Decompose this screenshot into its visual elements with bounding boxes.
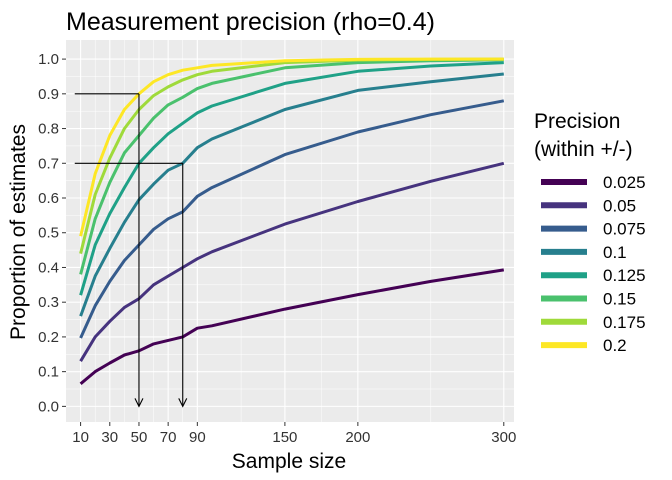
y-tick-label: 0.5 [38, 225, 59, 242]
reference-annotations [74, 93, 188, 408]
x-tick-label: 300 [491, 429, 516, 446]
y-tick-label: 0.6 [38, 190, 59, 207]
legend-label-0.2: 0.2 [603, 336, 627, 355]
legend-label-0.1: 0.1 [603, 243, 627, 262]
x-tick-label: 50 [131, 429, 148, 446]
series-line-0.05 [79, 161, 505, 362]
legend-label-0.075: 0.075 [603, 220, 646, 239]
legend-label-0.125: 0.125 [603, 266, 646, 285]
series-line-0.125 [79, 61, 504, 296]
x-tick-label: 200 [345, 429, 370, 446]
y-axis: 0.0 0.1 0.2 0.3 0.4 0.5 0.6 0.7 0.8 0.9 1.0 [38, 51, 66, 415]
series-line-0.025 [79, 268, 505, 385]
y-tick-label: 0.4 [38, 259, 59, 276]
x-tick-label: 30 [101, 429, 118, 446]
legend-label-0.05: 0.05 [603, 196, 636, 215]
y-tick-label: 0.2 [38, 329, 59, 346]
chart-title: Measurement precision (rho=0.4) [66, 8, 435, 36]
y-tick-label: 0.8 [38, 121, 59, 138]
x-tick-label: 70 [160, 429, 177, 446]
x-tick-label: 90 [189, 429, 206, 446]
y-tick-label: 0.9 [38, 86, 59, 103]
y-tick-label: 0.0 [38, 398, 59, 415]
series-line-0.15 [79, 58, 504, 275]
y-tick-label: 0.1 [38, 364, 59, 381]
series-line-0.1 [79, 72, 504, 317]
legend-label-0.15: 0.15 [603, 290, 636, 309]
y-tick-label: 1.0 [38, 51, 59, 68]
y-tick-label: 0.3 [38, 294, 59, 311]
legend-title-line1: Precision [534, 110, 620, 133]
legend-label-0.175: 0.175 [603, 313, 646, 332]
y-axis-title: Proportion of estimates [7, 124, 30, 340]
arrow-head-1 [178, 398, 188, 408]
x-axis-title: Sample size [232, 450, 346, 473]
series-lines [79, 57, 505, 385]
arrow-head-0 [134, 398, 144, 408]
plot-panel [66, 40, 514, 422]
y-tick-label: 0.7 [38, 155, 59, 172]
legend: Precision (within +/-) 0.025 0.05 0.075 0.1… [534, 110, 646, 355]
x-axis: 10 30 50 70 90 150 200 300 [72, 422, 516, 446]
x-tick-label: 10 [72, 429, 89, 446]
series-line-0.075 [79, 99, 505, 339]
legend-title-line2: (within +/-) [534, 138, 633, 161]
legend-label-0.025: 0.025 [603, 173, 646, 192]
x-tick-label: 150 [272, 429, 297, 446]
series-line-0.2 [79, 57, 504, 237]
